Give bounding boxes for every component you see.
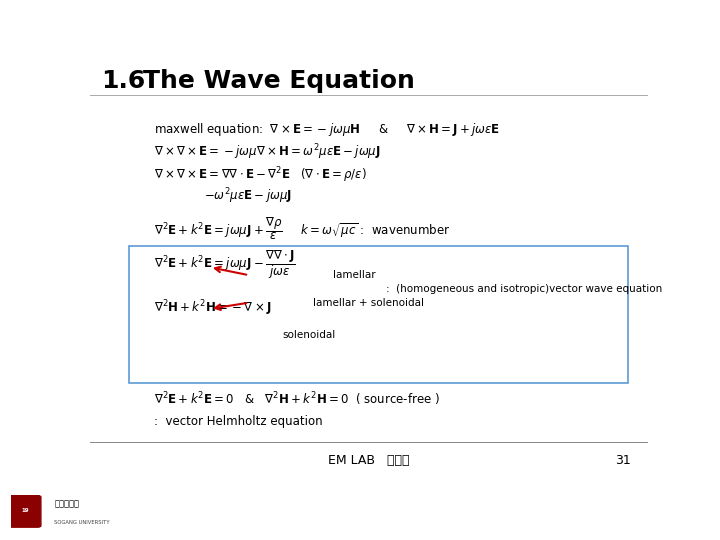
Text: maxwell equation:  $\nabla \times \mathbf{E} = -j\omega\mu\mathbf{H}$     &     : maxwell equation: $\nabla \times \mathbf…: [154, 121, 500, 138]
FancyBboxPatch shape: [9, 496, 41, 527]
Text: :  vector Helmholtz equation: : vector Helmholtz equation: [154, 415, 323, 428]
Text: 1.6: 1.6: [101, 70, 145, 93]
Text: $\nabla \times \nabla \times \mathbf{E} = -j\omega\mu\nabla \times \mathbf{H} = : $\nabla \times \nabla \times \mathbf{E} …: [154, 143, 381, 162]
Text: $\nabla^2\mathbf{H} + k^2\mathbf{H} = -\nabla \times \mathbf{J}$: $\nabla^2\mathbf{H} + k^2\mathbf{H} = -\…: [154, 298, 271, 318]
Text: lamellar + solenoidal: lamellar + solenoidal: [313, 298, 424, 308]
Text: :  (homogeneous and isotropic)vector wave equation: : (homogeneous and isotropic)vector wave…: [386, 285, 662, 294]
Text: $\nabla^2\mathbf{E} + k^2\mathbf{E} = 0$   &   $\nabla^2\mathbf{H} + k^2\mathbf{: $\nabla^2\mathbf{E} + k^2\mathbf{E} = 0$…: [154, 391, 440, 408]
Text: lamellar: lamellar: [333, 270, 375, 280]
Text: 서강대학교: 서강대학교: [55, 500, 79, 509]
Text: 19: 19: [22, 508, 29, 513]
Text: 31: 31: [616, 454, 631, 467]
Text: $\nabla^2\mathbf{E} + k^2\mathbf{E} = j\omega\mu\mathbf{J} + \dfrac{\nabla\rho}{: $\nabla^2\mathbf{E} + k^2\mathbf{E} = j\…: [154, 215, 451, 242]
Text: SOGANG UNIVERSITY: SOGANG UNIVERSITY: [55, 520, 110, 525]
Text: $\nabla^2\mathbf{E} + k^2\mathbf{E} = j\omega\mu\mathbf{J} - \dfrac{\nabla\nabla: $\nabla^2\mathbf{E} + k^2\mathbf{E} = j\…: [154, 248, 296, 281]
Text: solenoidal: solenoidal: [282, 330, 336, 340]
Bar: [129, 246, 629, 383]
Text: The Wave Equation: The Wave Equation: [143, 70, 415, 93]
Text: $-\omega^2\mu\varepsilon\mathbf{E} - j\omega\mu\mathbf{J}$: $-\omega^2\mu\varepsilon\mathbf{E} - j\o…: [204, 186, 292, 206]
Text: EM LAB   이정한: EM LAB 이정한: [328, 454, 410, 467]
Text: $\nabla \times \nabla \times \mathbf{E} = \nabla\nabla\cdot\mathbf{E} - \nabla^2: $\nabla \times \nabla \times \mathbf{E} …: [154, 165, 367, 185]
